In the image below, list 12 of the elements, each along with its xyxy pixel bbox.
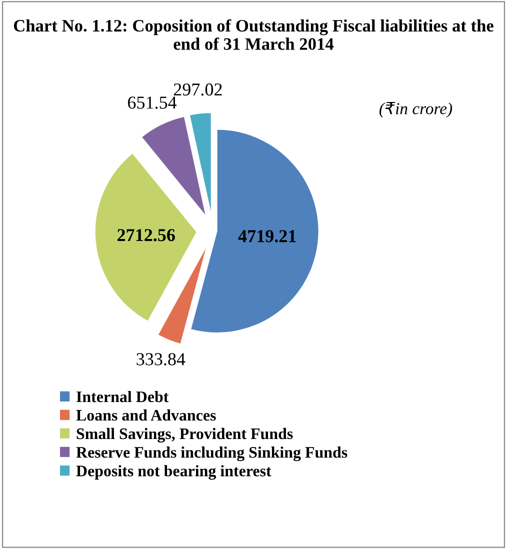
legend-label: Internal Debt: [76, 390, 169, 402]
data-label: 651.54: [128, 96, 177, 109]
data-label: 4719.21: [238, 230, 296, 242]
data-label: 2712.56: [118, 229, 175, 242]
data-label: 297.02: [174, 83, 222, 96]
legend-label: Small Savings, Provident Funds: [76, 428, 293, 443]
chart-title: Chart No. 1.12: Coposition of Outstanding Fiscal liabilities at the end of 31 March 2014: [14, 19, 494, 50]
legend-label: Deposits not bearing interest: [76, 465, 272, 480]
data-label: 333.84: [136, 353, 186, 366]
text: (₹in crore): [379, 102, 452, 118]
legend-label: Reserve Funds including Sinking Funds: [76, 446, 348, 462]
legend-label: Loans and Advances: [76, 409, 216, 421]
